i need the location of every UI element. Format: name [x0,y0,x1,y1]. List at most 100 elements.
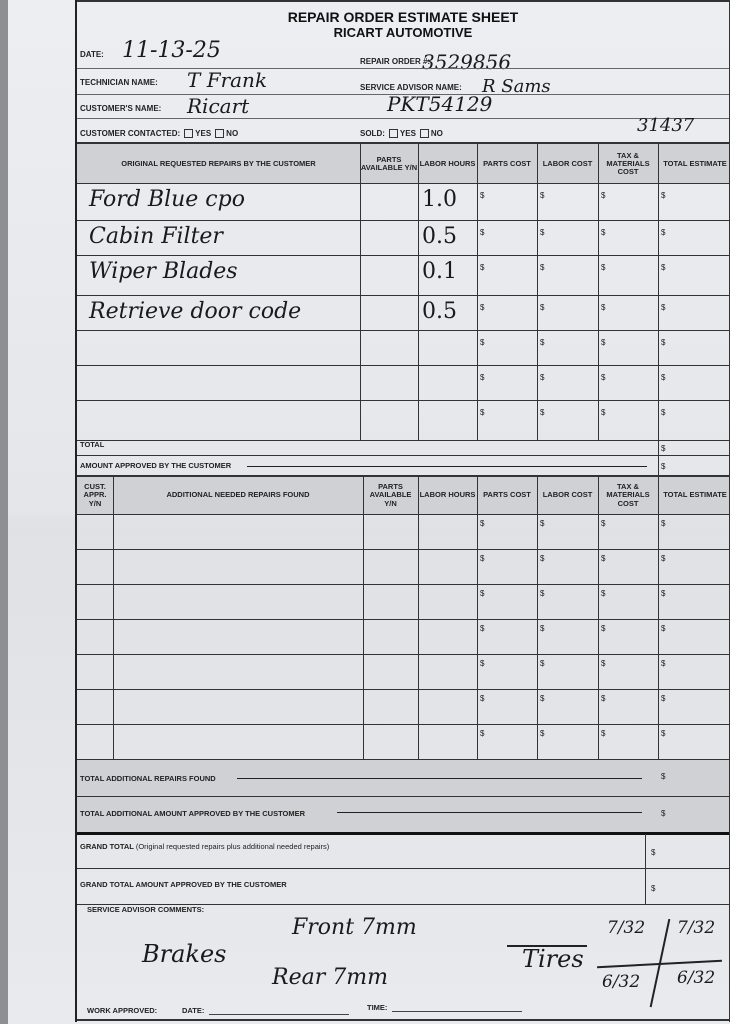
customer-label: CUSTOMER'S NAME: [80,104,162,113]
t2-header-0: CUST. APPR. Y/N [83,482,107,508]
t2-cost-cell: $ [601,554,606,563]
t2-cost-cell: $ [601,589,606,598]
t2-cost-cell: $ [540,729,545,738]
t1-cost-cell: $ [661,408,666,417]
t1-cost-cell: $ [601,303,606,312]
t1-total-value: $ [661,444,666,453]
date-label: DATE: [80,50,104,59]
t2-header-1: ADDITIONAL NEEDED REPAIRS FOUND [166,490,310,500]
tire-front-left: 7/32 [607,918,646,938]
t2-cost-cell: $ [480,624,485,633]
t1-cost-cell: $ [540,373,545,382]
t2-cost-cell: $ [601,659,606,668]
t1-header-3: PARTS COST [483,158,531,168]
t1-cost-cell: $ [601,408,606,417]
t2-cost-cell: $ [540,589,545,598]
customer-contacted-field: CUSTOMER CONTACTED: YES NO [80,129,239,139]
t2-cost-cell: $ [480,659,485,668]
t1-cost-cell: $ [540,408,545,417]
t1-cost-cell: $ [601,191,606,200]
t2-cost-cell: $ [540,519,545,528]
t2-cost-cell: $ [601,624,606,633]
t1-cost-cell: $ [480,408,485,417]
service-advisor-value: R Sams [482,76,551,97]
t1-cost-cell: $ [480,373,485,382]
footer-date-field[interactable] [209,1014,349,1015]
t1-header-1: PARTS AVAILABLE Y/N [360,154,418,172]
t1-total-label: TOTAL [80,440,105,449]
form-title: REPAIR ORDER ESTIMATE SHEET [287,9,519,25]
t2-total-label: TOTAL ADDITIONAL REPAIRS FOUND [80,774,216,783]
arrow-icon [237,778,642,779]
arrow-icon [337,812,642,813]
t1-cost-cell: $ [480,338,485,347]
t2-header-4: PARTS COST [483,490,531,500]
t2-header-2: PARTS AVAILABLE Y/N [369,482,412,508]
t1-cost-cell: $ [661,303,666,312]
vehicle-code-value: PKT54129 [387,92,493,116]
t2-header-5: LABOR COST [542,490,593,500]
t2-cost-cell: $ [540,659,545,668]
comments-label: SERVICE ADVISOR COMMENTS: [87,905,205,914]
t2-cost-cell: $ [661,624,666,633]
t2-approved-value: $ [661,809,666,818]
t1-cost-cell: $ [540,338,545,347]
repair-order-form: REPAIR ORDER ESTIMATE SHEET RICART AUTOM… [75,0,730,1022]
arrow-icon [247,466,647,467]
t2-cost-cell: $ [661,729,666,738]
service-advisor-label: SERVICE ADVISOR NAME: [360,83,462,92]
t2-cost-cell: $ [601,519,606,528]
comment-front: Front 7mm [292,915,417,940]
t2-cost-cell: $ [661,589,666,598]
t1-hours-cell: 1.0 [422,187,457,212]
t1-cost-cell: $ [540,228,545,237]
t1-cost-cell: $ [601,228,606,237]
t1-cost-cell: $ [661,191,666,200]
t1-cost-cell: $ [480,228,485,237]
t2-cost-cell: $ [661,554,666,563]
t2-cost-cell: $ [480,589,485,598]
t2-cost-cell: $ [540,554,545,563]
t1-cost-cell: $ [480,191,485,200]
t1-cost-cell: $ [661,373,666,382]
date-value: 11-13-25 [122,38,221,63]
t1-cost-cell: $ [540,191,545,200]
grand-approved-value: $ [651,884,656,893]
contacted-no-checkbox[interactable] [215,129,225,139]
t1-header-4: LABOR COST [542,158,593,168]
technician-value: T Frank [187,68,268,92]
tire-rear-left: 6/32 [602,972,641,992]
t1-header-6: TOTAL ESTIMATE [663,158,727,168]
t1-cost-cell: $ [540,303,545,312]
comment-tires: Tires [522,945,584,973]
sold-no-checkbox[interactable] [419,129,429,139]
footer-time-field[interactable] [392,1011,522,1012]
customer-value: Ricart [187,94,250,118]
t2-approved-label: TOTAL ADDITIONAL AMOUNT APPROVED BY THE … [80,809,306,818]
t1-repair-cell: Cabin Filter [89,224,223,249]
comment-rear: Rear 7mm [272,965,388,990]
contacted-yes-checkbox[interactable] [184,129,194,139]
work-approved-label: WORK APPROVED: [87,1006,158,1015]
t1-cost-cell: $ [540,263,545,272]
sold-field: SOLD: YES NO [360,129,443,139]
t1-header-2: LABOR HOURS [419,158,476,168]
footer-time-label: TIME: [367,1003,388,1012]
tire-front-right: 7/32 [677,918,716,938]
company-name: RICART AUTOMOTIVE [333,25,473,40]
footer-date-label: DATE: [182,1006,205,1015]
t2-cost-cell: $ [661,519,666,528]
t2-cost-cell: $ [480,554,485,563]
t1-hours-cell: 0.1 [422,259,457,284]
t2-cost-cell: $ [540,694,545,703]
mileage-value: 31437 [637,115,695,136]
t1-cost-cell: $ [480,303,485,312]
sold-yes-checkbox[interactable] [388,129,398,139]
grand-total-label: GRAND TOTAL (Original requested repairs … [80,842,330,851]
t2-cost-cell: $ [661,694,666,703]
t1-repair-cell: Wiper Blades [89,259,238,284]
t2-cost-cell: $ [540,624,545,633]
paper-sheet: REPAIR ORDER ESTIMATE SHEET RICART AUTOM… [8,0,730,1024]
t1-header-0: ORIGINAL REQUESTED REPAIRS BY THE CUSTOM… [121,158,316,168]
t2-cost-cell: $ [601,729,606,738]
